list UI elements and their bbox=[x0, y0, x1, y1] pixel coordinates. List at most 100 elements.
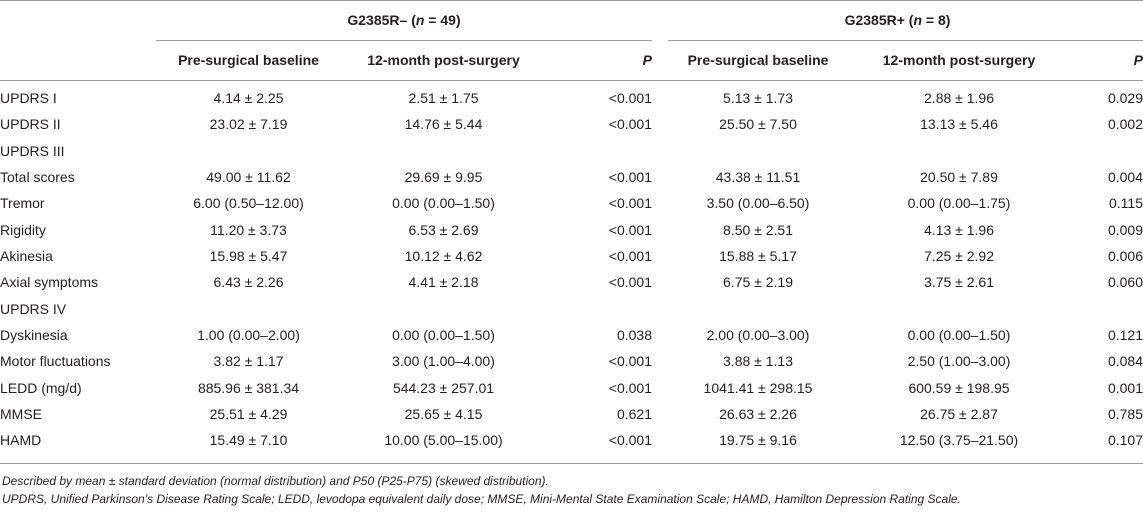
neg-post-value: 0.00 (0.00–1.50) bbox=[392, 195, 495, 212]
neg-p-value: <0.001 bbox=[608, 379, 652, 396]
pos-post-value: 600.59 ± 198.95 bbox=[908, 379, 1010, 396]
pos-p-value: 0.115 bbox=[1109, 195, 1143, 212]
neg-post-value: 2.51 ± 1.75 bbox=[408, 90, 479, 107]
neg-p-value bbox=[546, 138, 652, 164]
neg-p-value: <0.001 bbox=[608, 432, 652, 449]
neg-p-value: <0.001 bbox=[608, 353, 652, 370]
neg-pre-value: 25.51 ± 4.29 bbox=[209, 406, 288, 423]
table-row: Rigidity 11.20 ± 3.73 6.53 ± 2.69 <0.001 8.5… bbox=[0, 217, 1143, 243]
neg-p-value: <0.001 bbox=[608, 169, 652, 186]
pos-p-value bbox=[1054, 296, 1143, 322]
neg-pre-value bbox=[156, 296, 341, 322]
pos-pre-value: 26.63 ± 2.26 bbox=[719, 406, 797, 423]
neg-pre-value: 49.00 ± 11.62 bbox=[206, 169, 291, 186]
row-label: Tremor bbox=[0, 195, 45, 212]
row-label: UPDRS IV bbox=[0, 300, 67, 317]
pos-p-value: 0.084 bbox=[1107, 353, 1143, 370]
neg-p-value: <0.001 bbox=[608, 274, 652, 291]
pos-post-value: 20.50 ± 7.89 bbox=[920, 169, 998, 186]
row-label: Rigidity bbox=[0, 221, 46, 238]
group-header-positive: G2385R+ (n = 8) bbox=[844, 12, 951, 28]
pos-pre-value: 19.75 ± 9.16 bbox=[719, 432, 797, 449]
col-header-pos-pre: Pre-surgical baseline bbox=[687, 52, 829, 68]
neg-post-value: 14.76 ± 5.44 bbox=[404, 116, 483, 133]
group-rule-positive bbox=[668, 40, 1143, 41]
pos-pre-value: 3.88 ± 1.13 bbox=[723, 353, 793, 370]
pos-p-value: 0.121 bbox=[1107, 327, 1143, 344]
pos-p-value: 0.002 bbox=[1107, 116, 1143, 133]
neg-p-value: <0.001 bbox=[608, 221, 652, 238]
neg-pre-value bbox=[156, 138, 341, 164]
table-row: Motor fluctuations 3.82 ± 1.17 3.00 (1.00–… bbox=[0, 348, 1143, 374]
row-label: LEDD (mg/d) bbox=[0, 379, 82, 396]
col-header-neg-p: P bbox=[642, 52, 652, 68]
neg-pre-value: 23.02 ± 7.19 bbox=[209, 116, 288, 133]
row-label: Motor fluctuations bbox=[0, 353, 111, 370]
row-label: MMSE bbox=[0, 406, 42, 423]
neg-post-value: 3.00 (1.00–4.00) bbox=[392, 353, 495, 370]
table-row: MMSE 25.51 ± 4.29 25.65 ± 4.15 0.621 26.63 ±… bbox=[0, 401, 1143, 427]
row-label: UPDRS I bbox=[0, 90, 57, 107]
neg-p-value: <0.001 bbox=[608, 248, 652, 265]
pos-pre-value: 3.50 (0.00–6.50) bbox=[706, 195, 810, 212]
pos-p-value: 0.004 bbox=[1107, 169, 1143, 186]
neg-p-value: 0.621 bbox=[616, 406, 652, 423]
row-label: Axial symptoms bbox=[0, 274, 99, 291]
pos-p-value: 0.107 bbox=[1107, 432, 1143, 449]
neg-p-value: 0.038 bbox=[616, 327, 652, 344]
col-header-neg-post: 12-month post-surgery bbox=[367, 52, 520, 68]
row-label: UPDRS III bbox=[0, 142, 65, 159]
neg-post-value: 10.00 (5.00–15.00) bbox=[384, 432, 503, 449]
table-row: Dyskinesia 1.00 (0.00–2.00) 0.00 (0.00–1.5… bbox=[0, 322, 1143, 348]
neg-post-value bbox=[341, 296, 546, 322]
pos-post-value: 2.88 ± 1.96 bbox=[924, 90, 994, 107]
group-header-negative: G2385R– (n = 49) bbox=[347, 12, 461, 28]
empty-label-header bbox=[0, 40, 156, 80]
pos-p-value bbox=[1054, 138, 1143, 164]
pos-post-value bbox=[864, 296, 1054, 322]
neg-pre-value: 6.00 (0.50–12.00) bbox=[193, 195, 304, 212]
pos-pre-value: 6.75 ± 2.19 bbox=[723, 274, 793, 291]
table-row: UPDRS II 23.02 ± 7.19 14.76 ± 5.44 <0.001 25… bbox=[0, 111, 1143, 137]
pos-pre-value bbox=[652, 296, 864, 322]
neg-post-value: 544.23 ± 257.01 bbox=[392, 379, 495, 396]
pos-p-value: 0.060 bbox=[1107, 274, 1143, 291]
pos-pre-value: 1041.41 ± 298.15 bbox=[703, 379, 813, 396]
pos-p-value: 0.029 bbox=[1107, 90, 1143, 107]
pos-p-value: 0.001 bbox=[1107, 379, 1143, 396]
pos-pre-value: 43.38 ± 11.51 bbox=[715, 169, 801, 186]
pos-p-value: 0.009 bbox=[1107, 221, 1143, 238]
neg-post-value: 6.53 ± 2.69 bbox=[408, 221, 479, 238]
neg-pre-value: 4.14 ± 2.25 bbox=[213, 90, 284, 107]
neg-p-value: <0.001 bbox=[608, 90, 652, 107]
pos-post-value: 0.00 (0.00–1.75) bbox=[907, 195, 1011, 212]
group-header-row: G2385R– (n = 49) G2385R+ (n = 8) bbox=[0, 0, 1143, 40]
pos-p-value: 0.785 bbox=[1107, 406, 1143, 423]
neg-post-value: 29.69 ± 9.95 bbox=[404, 169, 483, 186]
pos-pre-value: 5.13 ± 1.73 bbox=[723, 90, 793, 107]
table-row: Akinesia 15.98 ± 5.47 10.12 ± 4.62 <0.001 15… bbox=[0, 243, 1143, 269]
neg-pre-value: 6.43 ± 2.26 bbox=[213, 274, 284, 291]
table-row: HAMD 15.49 ± 7.10 10.00 (5.00–15.00) <0.001… bbox=[0, 427, 1143, 453]
pos-post-value: 13.13 ± 5.46 bbox=[920, 116, 998, 133]
pos-pre-value: 25.50 ± 7.50 bbox=[719, 116, 797, 133]
pos-pre-value: 2.00 (0.00–3.00) bbox=[706, 327, 810, 344]
row-label: UPDRS II bbox=[0, 116, 61, 133]
footnote-description: Described by mean ± standard deviation (… bbox=[2, 474, 549, 488]
pos-post-value bbox=[864, 138, 1054, 164]
neg-pre-value: 11.20 ± 3.73 bbox=[210, 221, 287, 238]
table-row: Total scores 49.00 ± 11.62 29.69 ± 9.95 <0.… bbox=[0, 164, 1143, 190]
neg-p-value bbox=[546, 296, 652, 322]
pos-post-value: 26.75 ± 2.87 bbox=[920, 406, 998, 423]
table-row: Tremor 6.00 (0.50–12.00) 0.00 (0.00–1.50) <… bbox=[0, 190, 1143, 216]
neg-post-value: 10.12 ± 4.62 bbox=[404, 248, 483, 265]
table-top-rule bbox=[0, 0, 1143, 1]
pos-pre-value bbox=[652, 138, 864, 164]
pos-pre-value: 15.88 ± 5.17 bbox=[719, 248, 797, 265]
row-label: Dyskinesia bbox=[0, 327, 68, 344]
neg-p-value: <0.001 bbox=[608, 195, 652, 212]
row-label: Total scores bbox=[0, 169, 75, 186]
neg-pre-value: 15.49 ± 7.10 bbox=[209, 432, 288, 449]
pos-post-value: 7.25 ± 2.92 bbox=[924, 248, 994, 265]
table-row: UPDRS IV bbox=[0, 296, 1143, 322]
